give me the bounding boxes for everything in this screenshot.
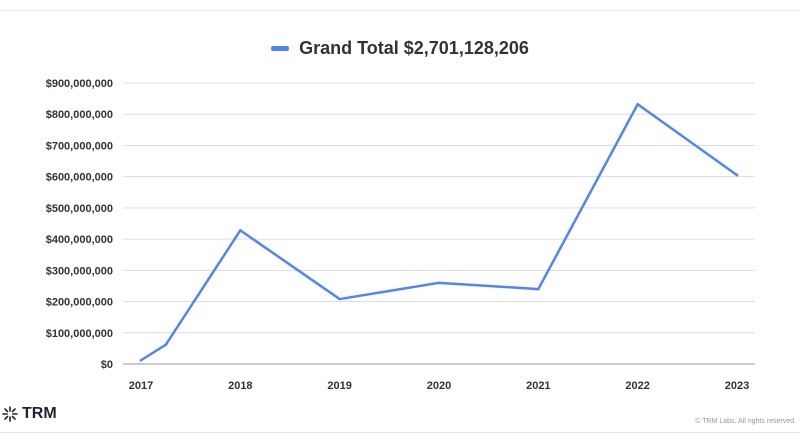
y-tick-label: $600,000,000 [46,172,113,184]
legend-swatch [271,46,290,51]
top-divider [0,10,800,11]
chart-legend: Grand Total $2,701,128,206 [0,38,800,59]
x-tick-label: 2023 [725,380,749,392]
data-point [537,287,540,291]
brand-name: TRM [22,405,57,422]
bottom-divider [0,432,800,433]
x-tick-label: 2022 [625,380,649,392]
data-point [338,297,341,301]
data-point [636,102,639,106]
x-tick-label: 2021 [526,380,550,392]
data-point [239,229,242,232]
y-tick-label: $400,000,000 [46,234,113,246]
y-axis-ticks: $0 $100,000,000 $200,000,000 $300,000,000 $4… [46,78,113,371]
y-tick-label: $700,000,000 [46,140,113,152]
data-point [139,358,143,362]
grid-lines [123,82,755,365]
trm-logo-icon [2,406,18,422]
y-tick-label: $200,000,000 [46,297,113,309]
copyright-notice: © TRM Labs. All rights reserved. [695,418,796,425]
y-tick-label: $900,000,000 [46,78,113,90]
plot-area [139,102,739,362]
x-tick-label: 2020 [427,380,451,392]
y-tick-label: $300,000,000 [46,265,113,277]
y-tick-label: $0 [101,359,113,371]
series-line [139,102,739,362]
data-point [164,343,168,346]
x-tick-label: 2017 [129,380,153,392]
y-tick-label: $800,000,000 [46,109,113,121]
legend-label: Grand Total $2,701,128,206 [299,38,529,58]
data-point [735,173,739,177]
x-axis-ticks: 2017 2018 2019 2020 2021 2022 2023 [129,380,749,392]
data-point [437,281,441,285]
x-tick-label: 2018 [228,380,252,392]
trm-logo: TRM [2,405,57,423]
x-tick-label: 2019 [327,380,351,392]
y-tick-label: $500,000,000 [46,203,113,215]
y-tick-label: $100,000,000 [46,328,113,340]
